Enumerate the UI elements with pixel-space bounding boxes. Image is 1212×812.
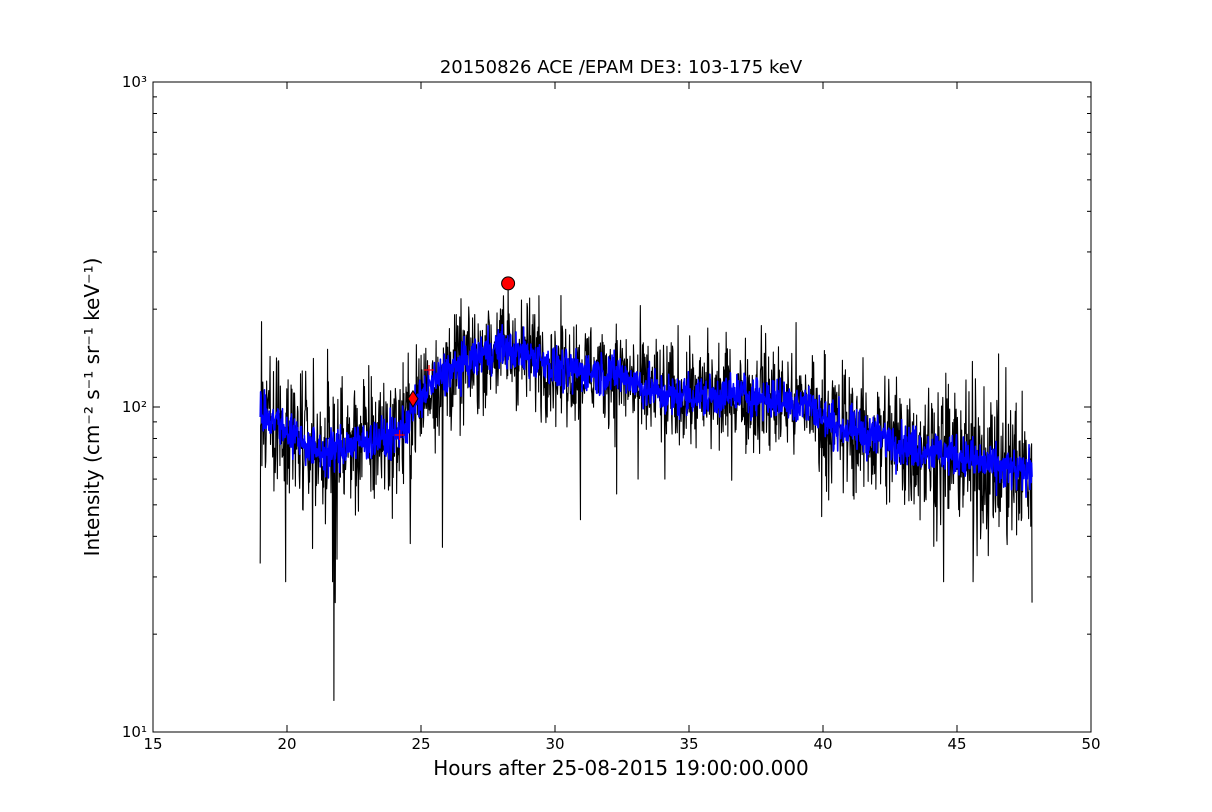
plus-marker [394,430,405,441]
x-tick-label: 20 [277,735,296,753]
chart-title: 20150826 ACE /EPAM DE3: 103-175 keV [440,57,803,78]
smoothed-intensity-line [259,323,1033,498]
axes: 15 20 25 30 35 40 45 50 10¹ 10² 10³ [122,73,1101,753]
x-tick-label: 30 [545,735,564,753]
x-tick-label: 45 [947,735,966,753]
x-tick-label: 25 [411,735,430,753]
peak-marker [501,276,516,291]
y-tick-label: 10² [122,398,147,416]
plus-marker [424,364,435,375]
x-tick-label: 15 [143,735,162,753]
x-tick-label: 40 [813,735,832,753]
y-tick-label: 10¹ [122,723,147,741]
x-tick-label: 50 [1081,735,1100,753]
x-tick-label: 35 [679,735,698,753]
plot-area [259,282,1033,702]
y-tick-label: 10³ [122,73,147,91]
onset-marker [407,389,419,408]
y-axis-label: Intensity (cm⁻² s⁻¹ sr⁻¹ keV⁻¹) [80,258,104,557]
x-axis-label: Hours after 25-08-2015 19:00:00.000 [433,756,809,780]
plot-frame [152,81,1092,733]
event-markers [394,276,516,441]
